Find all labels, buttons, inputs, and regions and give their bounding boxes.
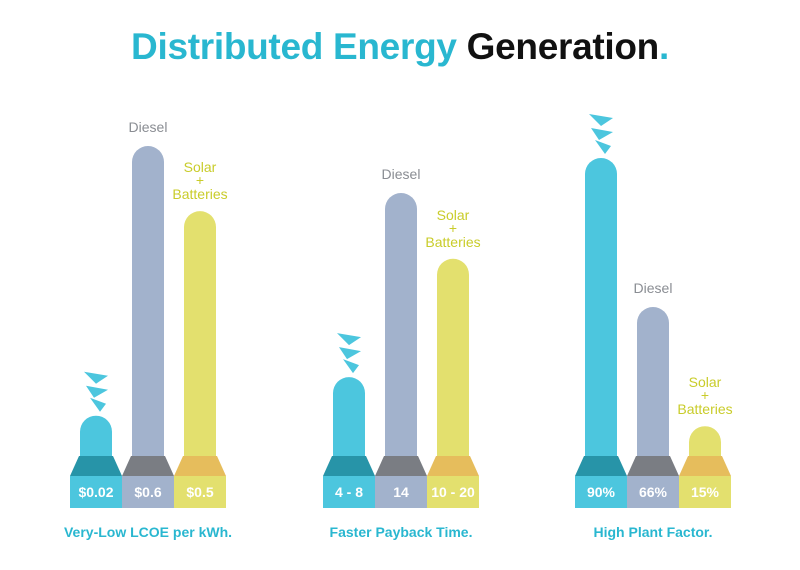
solar-value-label: 10 - 20: [431, 484, 475, 500]
brand-value-plate: [70, 476, 122, 508]
solar-label-line-2: +: [449, 220, 457, 236]
chart-title-2: Faster Payback Time.: [330, 524, 473, 540]
brand-logo-icon-stroke-1: [84, 371, 108, 384]
page-title: Distributed Energy Generation.: [0, 26, 800, 68]
diesel-bar: [385, 193, 417, 456]
diesel-value-label: 14: [393, 484, 409, 500]
diesel-value-plate: [375, 476, 427, 508]
diesel-bar: [132, 146, 164, 456]
diesel-bar-base: [122, 456, 174, 476]
brand-bar-base: [70, 456, 122, 476]
diesel-value-label: 66%: [639, 484, 668, 500]
diesel-value-label: $0.6: [134, 484, 161, 500]
brand-logo-icon: [589, 114, 613, 154]
brand-logo-icon-stroke-2: [339, 347, 361, 360]
brand-bar: [333, 377, 365, 456]
diesel-bar-base: [375, 456, 427, 476]
diesel-label: Diesel: [382, 166, 421, 182]
brand-logo-icon: [84, 371, 108, 412]
brand-value-plate: [323, 476, 375, 508]
solar-value-plate: [174, 476, 226, 508]
brand-logo-icon-stroke-3: [90, 397, 106, 412]
solar-label-line-1: Solar: [689, 374, 722, 390]
diesel-value-plate: [627, 476, 679, 508]
solar-label-line-2: +: [701, 387, 709, 403]
brand-value-label: 90%: [587, 484, 616, 500]
solar-label-line-3: Batteries: [677, 401, 732, 417]
solar-value-plate: [427, 476, 479, 508]
solar-label-line-3: Batteries: [425, 234, 480, 250]
solar-bar: [184, 211, 216, 456]
brand-logo-icon-stroke-2: [591, 128, 613, 140]
brand-value-label: $0.02: [78, 484, 113, 500]
chart-group-1: $0.02 $0.6 Diesel $0.5 Solar+Batteries Very-L…: [64, 119, 232, 540]
diesel-label: Diesel: [129, 119, 168, 135]
solar-label-line-2: +: [196, 172, 204, 188]
brand-bar-base: [323, 456, 375, 476]
diesel-bar-base: [627, 456, 679, 476]
chart-title-1: Very-Low LCOE per kWh.: [64, 524, 232, 540]
brand-logo-icon-stroke-1: [337, 333, 361, 346]
diesel-label: Diesel: [634, 280, 673, 296]
chart-group-2: 4 - 8 14 Diesel 10 - 20 Solar+Batteries Faste…: [323, 166, 481, 540]
solar-label-line-1: Solar: [184, 159, 217, 175]
solar-value-label: $0.5: [186, 484, 213, 500]
solar-bar: [437, 258, 469, 456]
solar-label-line-3: Batteries: [172, 186, 227, 202]
title-part-3: .: [658, 26, 669, 67]
solar-bar-base: [427, 456, 479, 476]
brand-bar: [80, 415, 112, 456]
solar-bar: [689, 426, 721, 456]
brand-logo-icon: [337, 333, 361, 374]
chart-group-3: 90% 66% Diesel 15% Solar+Batteries High Plant…: [575, 114, 733, 540]
solar-value-label: 15%: [691, 484, 720, 500]
solar-bar-base: [174, 456, 226, 476]
brand-logo-icon-stroke-2: [86, 385, 108, 398]
solar-label-line-1: Solar: [437, 207, 470, 223]
brand-logo-icon-stroke-3: [343, 359, 359, 374]
brand-value-label: 4 - 8: [335, 484, 363, 500]
diesel-value-plate: [122, 476, 174, 508]
brand-logo-icon-stroke-3: [595, 140, 611, 154]
title-part-2: Generation: [466, 26, 660, 67]
chart-title-3: High Plant Factor.: [593, 524, 712, 540]
brand-bar: [585, 158, 617, 456]
solar-value-plate: [679, 476, 731, 508]
brand-value-plate: [575, 476, 627, 508]
brand-logo-icon-stroke-1: [589, 114, 613, 126]
brand-bar-base: [575, 456, 627, 476]
solar-bar-base: [679, 456, 731, 476]
title-part-1: Distributed Energy: [131, 26, 457, 67]
diesel-bar: [637, 307, 669, 456]
